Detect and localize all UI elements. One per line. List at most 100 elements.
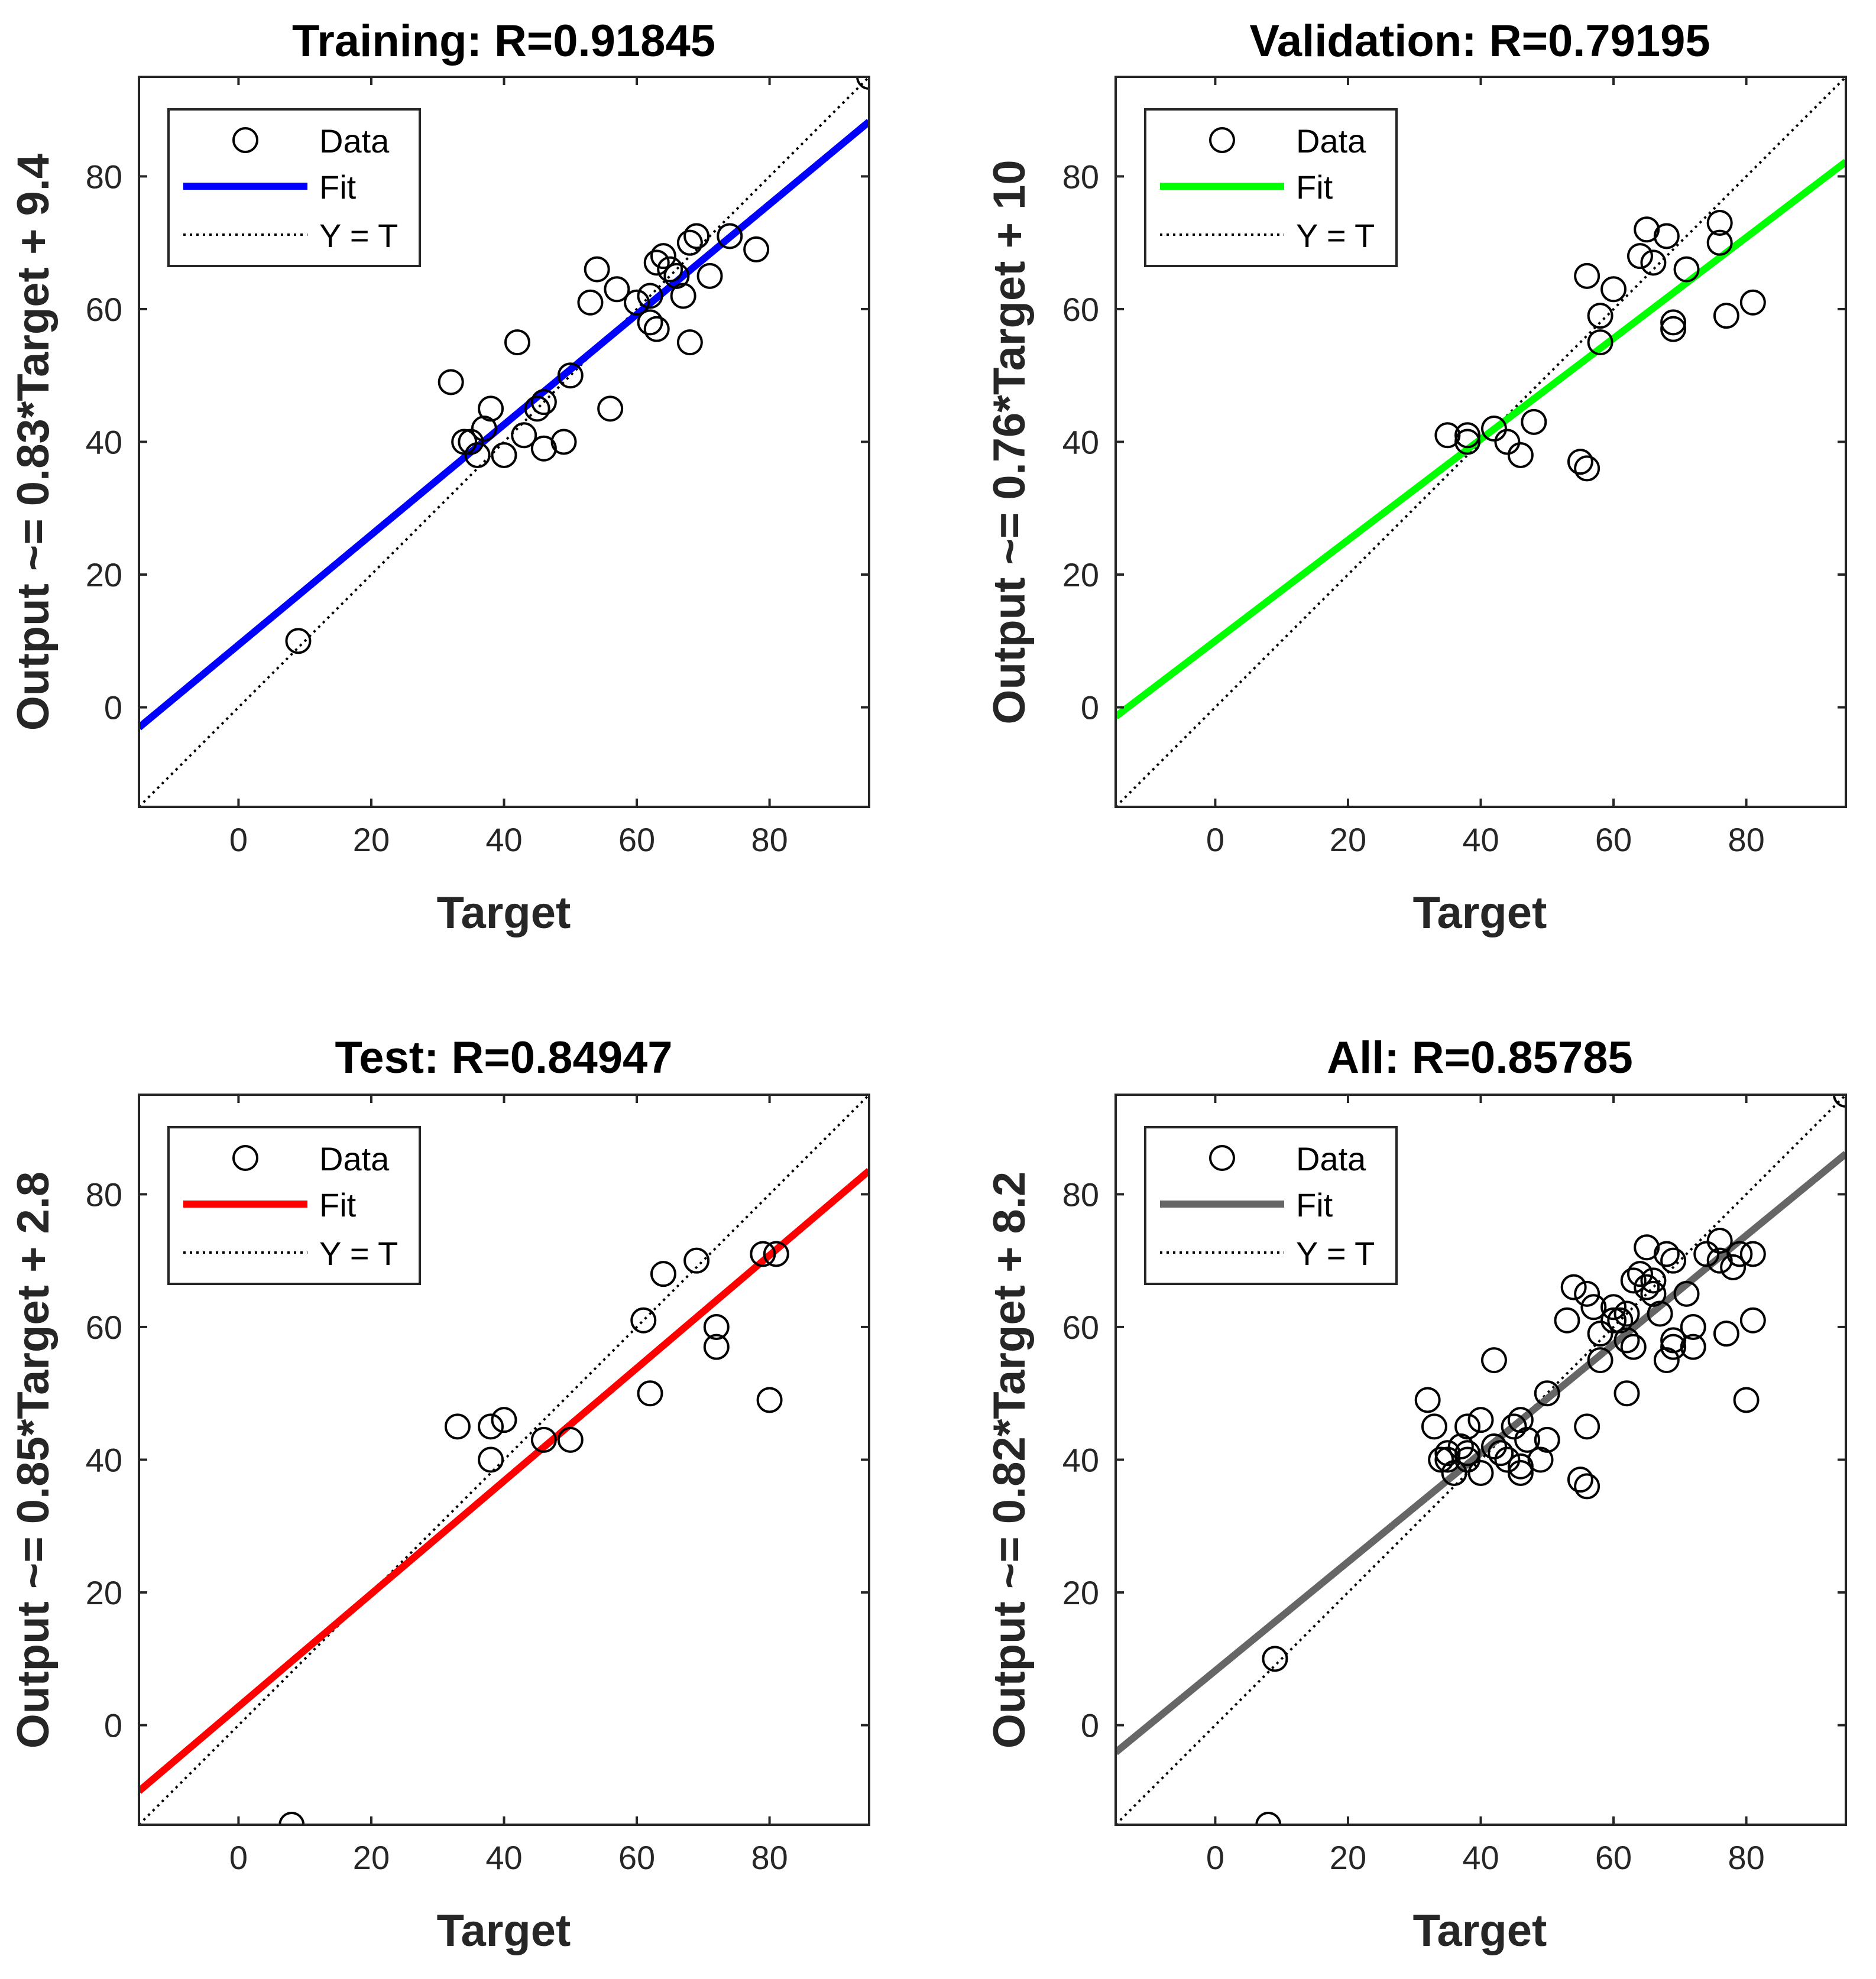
x-tick-label: 40 <box>485 821 522 858</box>
data-point <box>444 1413 471 1440</box>
data-point <box>1720 1254 1747 1280</box>
data-point <box>1262 1646 1288 1672</box>
data-point <box>557 1426 584 1453</box>
legend-fit-label: Fit <box>1296 1186 1333 1224</box>
data-point <box>1580 1294 1607 1321</box>
data-point <box>1447 1433 1474 1460</box>
legend: Data Fit Y = T <box>167 108 421 267</box>
x-axis-label: Target <box>437 888 571 938</box>
data-point <box>278 1812 305 1825</box>
y-tick-label: 20 <box>1062 556 1099 593</box>
x-tick-label: 60 <box>1595 821 1632 858</box>
data-point <box>683 223 710 249</box>
data-point <box>1613 1380 1640 1407</box>
y-tick-label: 60 <box>1062 1309 1099 1346</box>
y-tick-label: 40 <box>86 424 122 461</box>
tick-labels: 0 20 40 60 80 0 20 40 60 80 <box>86 1176 788 1876</box>
x-tick-label: 80 <box>751 1839 788 1876</box>
data-point <box>1653 223 1680 249</box>
data-point <box>1640 249 1667 276</box>
data-point <box>1421 1413 1447 1440</box>
data-point <box>1574 1413 1600 1440</box>
data-point <box>1640 1267 1667 1294</box>
y-axis-label: Output ~= 0.83*Target + 9.4 <box>8 154 59 731</box>
data-point <box>1673 1280 1700 1307</box>
data-point <box>438 369 464 395</box>
data-point <box>1640 1280 1667 1307</box>
data-point <box>750 1241 776 1267</box>
y-tick-label: 40 <box>1062 1442 1099 1479</box>
data-point <box>743 236 770 262</box>
data-point <box>763 1241 789 1267</box>
data-point <box>1693 1241 1720 1267</box>
x-tick-label: 0 <box>1206 1839 1224 1876</box>
data-point <box>1567 1467 1593 1493</box>
data-point <box>1733 1387 1760 1413</box>
data-point <box>451 429 478 455</box>
data-point <box>1726 1241 1753 1267</box>
legend-identity-label: Y = T <box>319 217 398 254</box>
data-point <box>1680 1313 1706 1340</box>
x-tick-label: 80 <box>751 821 788 858</box>
data-point <box>458 429 484 455</box>
data-point <box>643 249 670 276</box>
data-point <box>670 283 696 309</box>
tick-labels: 0 20 40 60 80 0 20 40 60 80 <box>1062 158 1765 858</box>
data-point <box>530 1426 557 1453</box>
data-point <box>1620 1267 1647 1294</box>
legend-identity-label: Y = T <box>1296 1235 1375 1272</box>
y-axis-label: Output ~= 0.82*Target + 8.2 <box>984 1172 1035 1748</box>
plot-content <box>1116 1095 1846 1825</box>
legend: Data Fit Y = T <box>167 1126 421 1285</box>
legend-data-marker <box>1209 127 1235 153</box>
data-point <box>1454 429 1481 455</box>
data-point <box>1626 243 1653 270</box>
data-point <box>1574 1280 1600 1307</box>
data-point <box>1434 422 1461 449</box>
data-point <box>1706 1247 1733 1274</box>
data-point <box>1634 1274 1660 1300</box>
x-tick-label: 80 <box>1728 821 1764 858</box>
data-point <box>1507 1407 1534 1433</box>
data-point <box>1560 1274 1587 1300</box>
data-point <box>1454 1446 1481 1473</box>
x-tick-label: 20 <box>353 821 390 858</box>
fit-line <box>139 1167 869 1794</box>
legend-data-marker <box>1209 1145 1235 1171</box>
data-point <box>1634 1234 1660 1261</box>
data-point <box>1713 1321 1739 1347</box>
data-point <box>650 243 676 270</box>
y-tick-label: 80 <box>1062 1176 1099 1213</box>
data-point <box>676 229 703 256</box>
y-tick-label: 0 <box>104 1707 122 1744</box>
y-tick-label: 0 <box>104 689 122 726</box>
identity-line <box>1116 77 1846 807</box>
data-point <box>643 316 670 342</box>
tick-labels: 0 20 40 60 80 0 20 40 60 80 <box>86 158 788 858</box>
data-point <box>1501 1413 1527 1440</box>
x-tick-label: 20 <box>1330 821 1366 858</box>
x-tick-label: 80 <box>1728 1839 1764 1876</box>
data-point <box>1660 1247 1687 1274</box>
x-tick-label: 40 <box>1462 821 1499 858</box>
data-point <box>1507 1453 1534 1480</box>
tick-labels: 0 20 40 60 80 0 20 40 60 80 <box>1062 1176 1765 1876</box>
legend-data-marker <box>232 127 258 153</box>
test-panel: Test: R=0.84947 Target Output ~= 0.85*Ta… <box>8 1033 870 1956</box>
data-point <box>1600 276 1627 303</box>
data-point <box>550 429 577 455</box>
plot-content <box>1116 77 1846 807</box>
data-point <box>637 1380 663 1407</box>
data-point <box>630 1307 657 1334</box>
data-point <box>471 416 497 442</box>
data-point <box>676 329 703 356</box>
validation-panel: Validation: R=0.79195 Target Output ~= 0… <box>984 16 1847 938</box>
data-point <box>1514 1426 1541 1453</box>
data-point <box>511 422 537 449</box>
x-tick-label: 0 <box>229 821 248 858</box>
data-point <box>1494 429 1521 455</box>
data-point <box>1480 1347 1507 1374</box>
data-point <box>1634 216 1660 243</box>
data-point <box>1574 262 1600 289</box>
data-point <box>1488 1440 1514 1467</box>
